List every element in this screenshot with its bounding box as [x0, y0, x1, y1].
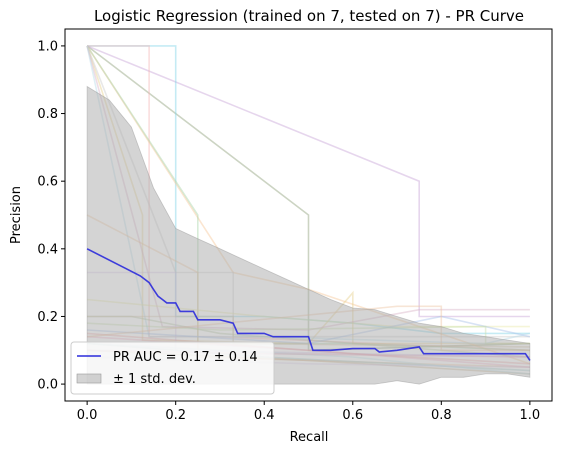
x-tick-label: 0.8 — [431, 408, 452, 423]
mean-curve-layer — [86, 248, 531, 361]
legend-box — [70, 341, 275, 395]
x-tick-label: 0.4 — [254, 408, 275, 423]
y-tick-label: 0.6 — [37, 175, 58, 190]
x-tick-label: 1.0 — [520, 408, 541, 423]
x-axis-ticks: 0.0 0.2 0.4 0.6 0.8 1.0 — [77, 401, 540, 423]
chart-title: Logistic Regression (trained on 7, teste… — [94, 7, 524, 25]
legend: PR AUC = 0.17 ± 0.14 ± 1 std. dev. — [70, 341, 275, 395]
legend-mean-label: PR AUC = 0.17 ± 0.14 — [113, 350, 258, 365]
mean-curve — [86, 248, 531, 361]
y-tick-label: 0.2 — [37, 310, 58, 325]
x-tick-label: 0.6 — [342, 408, 363, 423]
y-axis-ticks: 0.0 0.2 0.4 0.6 0.8 1.0 — [37, 39, 65, 393]
y-tick-label: 1.0 — [37, 39, 58, 54]
legend-std-label: ± 1 std. dev. — [113, 372, 196, 387]
y-tick-label: 0.8 — [37, 107, 58, 122]
x-tick-label: 0.2 — [165, 408, 186, 423]
x-axis-label: Recall — [290, 430, 329, 445]
y-axis-label: Precision — [9, 186, 24, 244]
y-tick-label: 0.0 — [37, 378, 58, 393]
plot-frame — [64, 28, 553, 402]
fold-curve-2 — [86, 45, 530, 318]
y-tick-label: 0.4 — [37, 242, 58, 257]
x-tick-label: 0.0 — [77, 408, 98, 423]
legend-std-swatch — [76, 373, 102, 384]
